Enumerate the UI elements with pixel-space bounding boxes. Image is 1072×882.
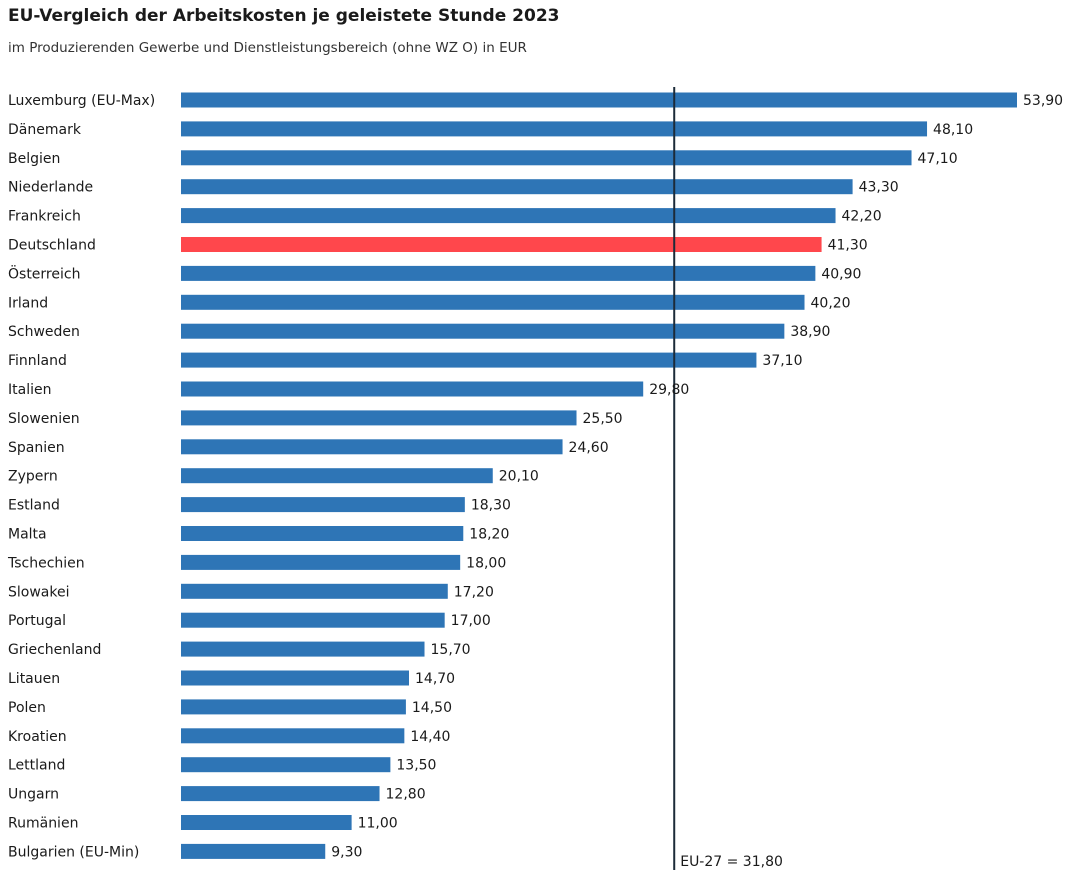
bar-frankreich <box>181 208 836 224</box>
value-label-italien: 29,80 <box>649 382 689 398</box>
category-label-belgien: Belgien <box>8 151 60 167</box>
value-label-malta: 18,20 <box>469 527 509 543</box>
category-label-luxemburg-eu-max: Luxemburg (EU-Max) <box>8 93 155 109</box>
bar-oesterreich <box>181 265 816 281</box>
value-label-frankreich: 42,20 <box>842 209 882 225</box>
category-labels: Luxemburg (EU-Max) Dänemark Belgien Niederl… <box>7 93 155 860</box>
value-label-litauen: 14,70 <box>415 671 455 687</box>
bar-bulgarien-eu-min <box>181 843 326 859</box>
value-label-rumaenien: 11,00 <box>358 816 398 832</box>
category-label-polen: Polen <box>8 700 46 716</box>
bar-rumaenien <box>181 815 352 830</box>
value-label-spanien: 24,60 <box>569 440 609 456</box>
category-label-tschechien: Tschechien <box>7 555 85 571</box>
bar-slowakei <box>181 583 448 599</box>
value-label-irland: 40,20 <box>811 295 851 311</box>
value-label-slowakei: 17,20 <box>454 584 494 600</box>
value-label-zypern: 20,10 <box>499 469 539 485</box>
value-label-bulgarien-eu-min: 9,30 <box>331 844 362 860</box>
category-label-spanien: Spanien <box>8 440 65 456</box>
category-label-zypern: Zypern <box>8 469 58 485</box>
value-label-finnland: 37,10 <box>762 353 802 369</box>
bar-finnland <box>181 352 757 368</box>
category-label-bulgarien-eu-min: Bulgarien (EU-Min) <box>8 844 139 860</box>
bar-daenemark <box>181 121 928 137</box>
category-label-griechenland: Griechenland <box>8 642 101 658</box>
bar-litauen <box>181 670 409 686</box>
category-label-daenemark: Dänemark <box>8 122 82 138</box>
eu27-reference-label: EU-27 = 31,80 <box>680 854 783 870</box>
bar-schweden <box>181 323 785 339</box>
value-label-ungarn: 12,80 <box>386 787 426 803</box>
category-label-litauen: Litauen <box>8 671 60 687</box>
bar-niederlande <box>181 179 853 195</box>
category-label-italien: Italien <box>8 382 51 398</box>
bar-ungarn <box>181 786 380 802</box>
category-label-slowenien: Slowenien <box>8 411 80 427</box>
bar-spanien <box>181 439 563 455</box>
category-label-finnland: Finnland <box>8 353 67 369</box>
category-label-deutschland: Deutschland <box>8 238 96 254</box>
value-label-portugal: 17,00 <box>451 613 491 629</box>
chart-title: EU-Vergleich der Arbeitskosten je geleis… <box>8 6 560 26</box>
value-label-daenemark: 48,10 <box>933 122 973 138</box>
value-label-tschechien: 18,00 <box>466 555 506 571</box>
bar-slowenien <box>181 410 577 426</box>
value-label-kroatien: 14,40 <box>410 729 450 745</box>
category-label-kroatien: Kroatien <box>8 729 67 745</box>
value-label-belgien: 47,10 <box>918 151 958 167</box>
value-label-slowenien: 25,50 <box>583 411 623 427</box>
category-label-malta: Malta <box>8 527 47 543</box>
category-label-lettland: Lettland <box>8 758 65 774</box>
value-label-lettland: 13,50 <box>396 758 436 774</box>
category-label-niederlande: Niederlande <box>8 180 93 196</box>
category-label-frankreich: Frankreich <box>8 209 81 225</box>
category-label-irland: Irland <box>8 295 48 311</box>
bar-zypern <box>181 468 493 484</box>
bar-irland <box>181 294 805 310</box>
bar-italien <box>181 381 644 397</box>
bar-lettland <box>181 757 391 773</box>
value-label-schweden: 38,90 <box>790 324 830 340</box>
value-label-griechenland: 15,70 <box>431 642 471 658</box>
bar-griechenland <box>181 641 425 657</box>
category-label-ungarn: Ungarn <box>8 787 59 803</box>
value-label-deutschland: 41,30 <box>828 238 868 254</box>
chart-subtitle: im Produzierenden Gewerbe und Dienstleis… <box>8 40 527 56</box>
bar-polen <box>181 699 406 715</box>
value-label-estland: 18,30 <box>471 498 511 514</box>
category-label-oesterreich: Österreich <box>8 264 80 282</box>
bars <box>181 92 1017 859</box>
bar-malta <box>181 526 464 541</box>
bar-luxemburg-eu-max <box>181 92 1017 108</box>
category-label-slowakei: Slowakei <box>8 584 69 600</box>
bar-tschechien <box>181 554 461 570</box>
value-label-polen: 14,50 <box>412 700 452 716</box>
value-label-luxemburg-eu-max: 53,90 <box>1023 93 1063 109</box>
category-label-estland: Estland <box>8 498 60 514</box>
bar-belgien <box>181 150 912 166</box>
bar-portugal <box>181 612 445 628</box>
bar-kroatien <box>181 728 405 744</box>
bar-estland <box>181 497 465 513</box>
category-label-portugal: Portugal <box>8 613 66 629</box>
value-label-niederlande: 43,30 <box>859 180 899 196</box>
value-label-oesterreich: 40,90 <box>821 266 861 282</box>
category-label-rumaenien: Rumänien <box>8 816 78 832</box>
value-labels: 53,90 48,10 47,10 43,30 42,20 41,30 40,90 40,20… <box>331 93 1063 860</box>
bar-deutschland <box>181 237 822 252</box>
category-label-schweden: Schweden <box>8 324 80 340</box>
